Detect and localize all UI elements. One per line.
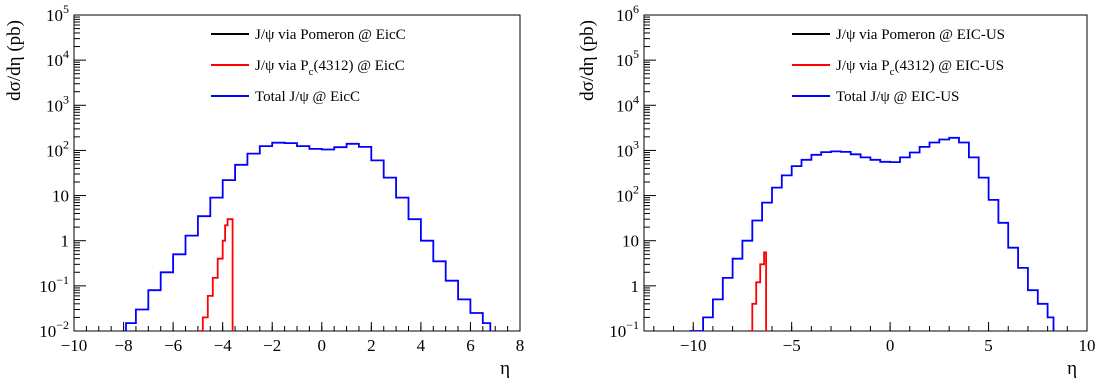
y-tick-label: 103: [46, 92, 69, 115]
y-tick-label: 1: [631, 277, 640, 296]
x-tick-label: −6: [164, 336, 182, 355]
y-tick-base: 10: [616, 6, 633, 25]
legend-text-part: J/ψ via Pomeron @ EIC-US: [836, 27, 1005, 43]
y-tick-label: 10: [52, 187, 69, 206]
y-tick-exponent: 2: [633, 183, 639, 197]
legend-text-part: J/ψ via Pomeron @ EicC: [255, 27, 406, 43]
y-tick-base: 10: [616, 187, 633, 206]
y-axis-title: dσ/dη (pb): [4, 20, 25, 101]
y-tick-label: 103: [616, 137, 639, 160]
legend-entry: J/ψ via Pc(4312) @ EIC-US: [836, 58, 1004, 78]
y-tick-label: 105: [616, 47, 639, 70]
y-tick-exponent: 4: [63, 47, 69, 61]
x-tick-label: 6: [466, 336, 475, 355]
x-tick-label: 0: [886, 336, 895, 355]
y-tick-label: 1: [61, 232, 70, 251]
plot-frame: [643, 14, 1088, 332]
series-line-1: [197, 218, 234, 331]
series-line-2: [125, 141, 492, 331]
y-tick-base: 10: [616, 141, 633, 160]
legend-text-part: c: [309, 66, 314, 78]
legend-text-part: J/ψ via P: [255, 58, 309, 74]
y-tick-label: 102: [46, 137, 69, 160]
y-tick-base: 10: [622, 232, 639, 251]
x-tick-label: 10: [1079, 336, 1096, 355]
y-tick-label: 104: [46, 47, 69, 70]
x-tick-label: −2: [263, 336, 281, 355]
y-tick-base: 10: [52, 187, 69, 206]
y-tick-exponent: 3: [633, 137, 639, 151]
legend-text-part: J/ψ via P: [836, 58, 890, 74]
left-panel: −10 −8 −6 −4 −2 0 2 4 6 810−210−1110102103104105η…: [4, 2, 524, 379]
y-tick-label: 10: [622, 232, 639, 251]
x-tick-label: −4: [214, 336, 233, 355]
y-tick-label: 106: [616, 2, 639, 25]
y-tick-base: 10: [609, 322, 626, 341]
legend-text-part: Total J/ψ @ EicC: [255, 89, 360, 105]
y-axis-title: dσ/dη (pb): [577, 20, 598, 101]
x-tick-label: −10: [61, 336, 88, 355]
y-tick-exponent: 2: [63, 137, 69, 151]
x-axis-title: η: [1067, 358, 1077, 379]
y-tick-exponent: −1: [56, 273, 69, 287]
y-tick-base: 1: [61, 232, 70, 251]
y-tick-exponent: 6: [633, 2, 639, 16]
y-tick-base: 10: [46, 6, 63, 25]
y-tick-exponent: 4: [633, 92, 639, 106]
x-axis-title: η: [500, 358, 510, 379]
legend-entry: J/ψ via Pomeron @ EicC: [255, 27, 406, 43]
y-tick-label: 10−2: [39, 318, 69, 341]
y-tick-exponent: −2: [56, 318, 69, 332]
legend-text-part: (4312) @ EicC: [313, 58, 404, 74]
legend-entry: J/ψ via Pc(4312) @ EicC: [255, 58, 405, 78]
y-tick-exponent: 3: [63, 92, 69, 106]
y-tick-exponent: 5: [63, 2, 69, 16]
series-line-1: [748, 251, 767, 331]
y-tick-base: 10: [616, 96, 633, 115]
x-tick-label: −8: [115, 336, 133, 355]
y-tick-base: 10: [39, 322, 56, 341]
x-tick-label: −5: [783, 336, 801, 355]
y-tick-exponent: 5: [633, 47, 639, 61]
y-tick-base: 10: [39, 277, 56, 296]
legend-text-part: (4312) @ EIC-US: [894, 58, 1004, 74]
y-tick-base: 10: [616, 51, 633, 70]
legend-text-part: Total J/ψ @ EIC-US: [836, 89, 959, 105]
legend-entry: Total J/ψ @ EicC: [255, 89, 360, 105]
series-line-2: [689, 136, 1055, 331]
x-tick-label: 0: [318, 336, 327, 355]
x-tick-label: 2: [367, 336, 376, 355]
y-tick-base: 10: [46, 51, 63, 70]
x-tick-label: −10: [680, 336, 707, 355]
legend-entry: J/ψ via Pomeron @ EIC-US: [836, 27, 1005, 43]
y-tick-base: 10: [46, 96, 63, 115]
y-tick-base: 10: [46, 141, 63, 160]
x-tick-label: 8: [516, 336, 525, 355]
x-tick-label: 5: [984, 336, 993, 355]
y-tick-exponent: −1: [626, 318, 639, 332]
y-tick-base: 1: [631, 277, 640, 296]
legend-entry: Total J/ψ @ EIC-US: [836, 89, 959, 105]
y-tick-label: 10−1: [39, 273, 69, 296]
legend-text-part: c: [890, 66, 895, 78]
x-tick-label: 4: [417, 336, 426, 355]
y-tick-label: 102: [616, 183, 639, 206]
y-tick-label: 105: [46, 2, 69, 25]
y-tick-label: 104: [616, 92, 639, 115]
y-tick-label: 10−1: [609, 318, 639, 341]
